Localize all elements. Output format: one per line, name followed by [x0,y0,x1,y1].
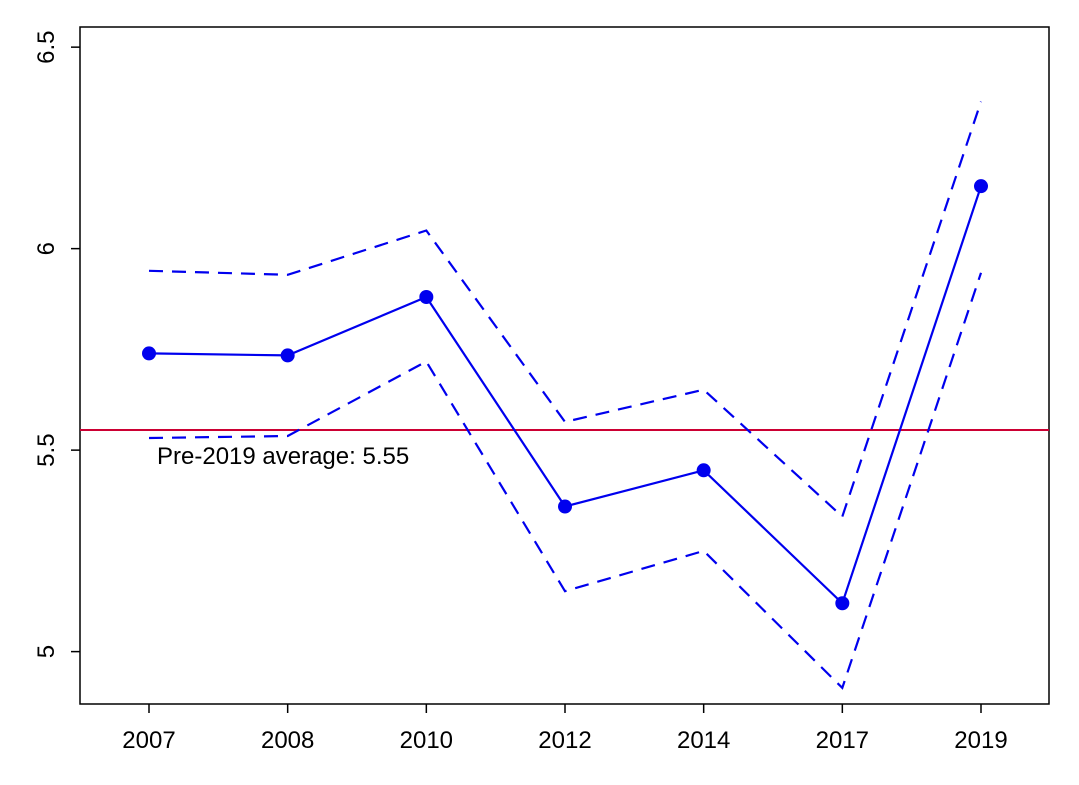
y-axis: 5 5.5 6 6.5 [33,30,80,658]
x-axis: 2007 2008 2010 2012 2014 2017 2019 [122,704,1008,754]
x-tick-label: 2008 [261,727,314,754]
x-tick-label: 2012 [538,727,591,754]
upper-bound-line [148,101,983,519]
x-tick-label: 2017 [816,727,869,754]
estimate-line [148,185,983,606]
data-point [974,179,988,194]
data-point [696,463,711,478]
series-group [142,101,988,690]
reference-line-label: Pre-2019 average: 5.55 [157,443,409,470]
plot-frame [79,26,1050,705]
x-tick-label: 2007 [122,727,175,754]
data-point [419,289,434,304]
reference-line-group: Pre-2019 average: 5.55 [80,428,1049,470]
y-tick-label: 5.5 [33,433,60,466]
y-tick-label: 6.5 [33,30,60,63]
data-point [835,596,850,611]
x-tick-label: 2010 [400,727,453,754]
y-tick-label: 5 [33,645,60,658]
y-tick-label: 6 [33,242,60,255]
x-tick-label: 2019 [954,727,1007,754]
x-tick-label: 2014 [677,727,730,754]
data-point [142,346,156,361]
lower-bound-line [148,272,983,690]
data-point [280,348,295,363]
data-point [558,499,572,514]
